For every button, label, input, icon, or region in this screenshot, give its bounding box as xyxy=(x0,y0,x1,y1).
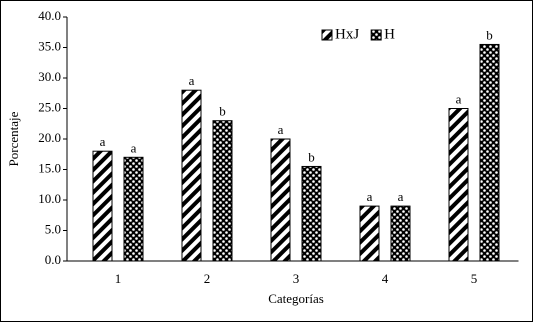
bar xyxy=(390,205,411,262)
y-axis-title: Porcentaje xyxy=(6,111,21,166)
bar xyxy=(181,89,202,262)
bar xyxy=(448,108,469,262)
y-tick-label: 0.0 xyxy=(45,252,61,267)
y-tick-label: 20.0 xyxy=(38,130,61,145)
letter-label: a xyxy=(189,73,195,88)
letter-label: a xyxy=(456,91,462,106)
x-tick-label: 4 xyxy=(382,271,389,286)
letter-label: a xyxy=(278,122,284,137)
y-tick-label: 40.0 xyxy=(38,8,61,23)
bar xyxy=(301,165,322,262)
y-tick-label: 30.0 xyxy=(38,69,61,84)
legend-swatch xyxy=(321,29,333,41)
bar xyxy=(123,156,144,262)
x-axis-title: Categorías xyxy=(268,291,324,306)
legend-label: H xyxy=(384,26,395,42)
bar xyxy=(479,43,500,262)
y-tick-label: 25.0 xyxy=(38,99,61,114)
letter-label: b xyxy=(308,149,315,164)
letter-label: b xyxy=(486,27,493,42)
letter-label: b xyxy=(219,104,226,119)
legend-swatch xyxy=(370,29,382,41)
y-tick-label: 35.0 xyxy=(38,38,61,53)
letter-label: a xyxy=(100,134,106,149)
letter-label: a xyxy=(131,140,137,155)
bar xyxy=(359,205,380,262)
x-tick-label: 5 xyxy=(471,271,478,286)
bar xyxy=(270,138,291,262)
y-tick-label: 5.0 xyxy=(45,221,61,236)
legend-label: HxJ xyxy=(335,26,359,42)
y-tick-label: 10.0 xyxy=(38,191,61,206)
bar xyxy=(92,150,113,262)
x-tick-label: 2 xyxy=(204,271,211,286)
x-tick-label: 1 xyxy=(115,271,122,286)
letter-label: a xyxy=(367,189,373,204)
x-tick-label: 3 xyxy=(293,271,300,286)
y-tick-label: 15.0 xyxy=(38,160,61,175)
letter-label: a xyxy=(398,189,404,204)
bar xyxy=(212,120,233,262)
